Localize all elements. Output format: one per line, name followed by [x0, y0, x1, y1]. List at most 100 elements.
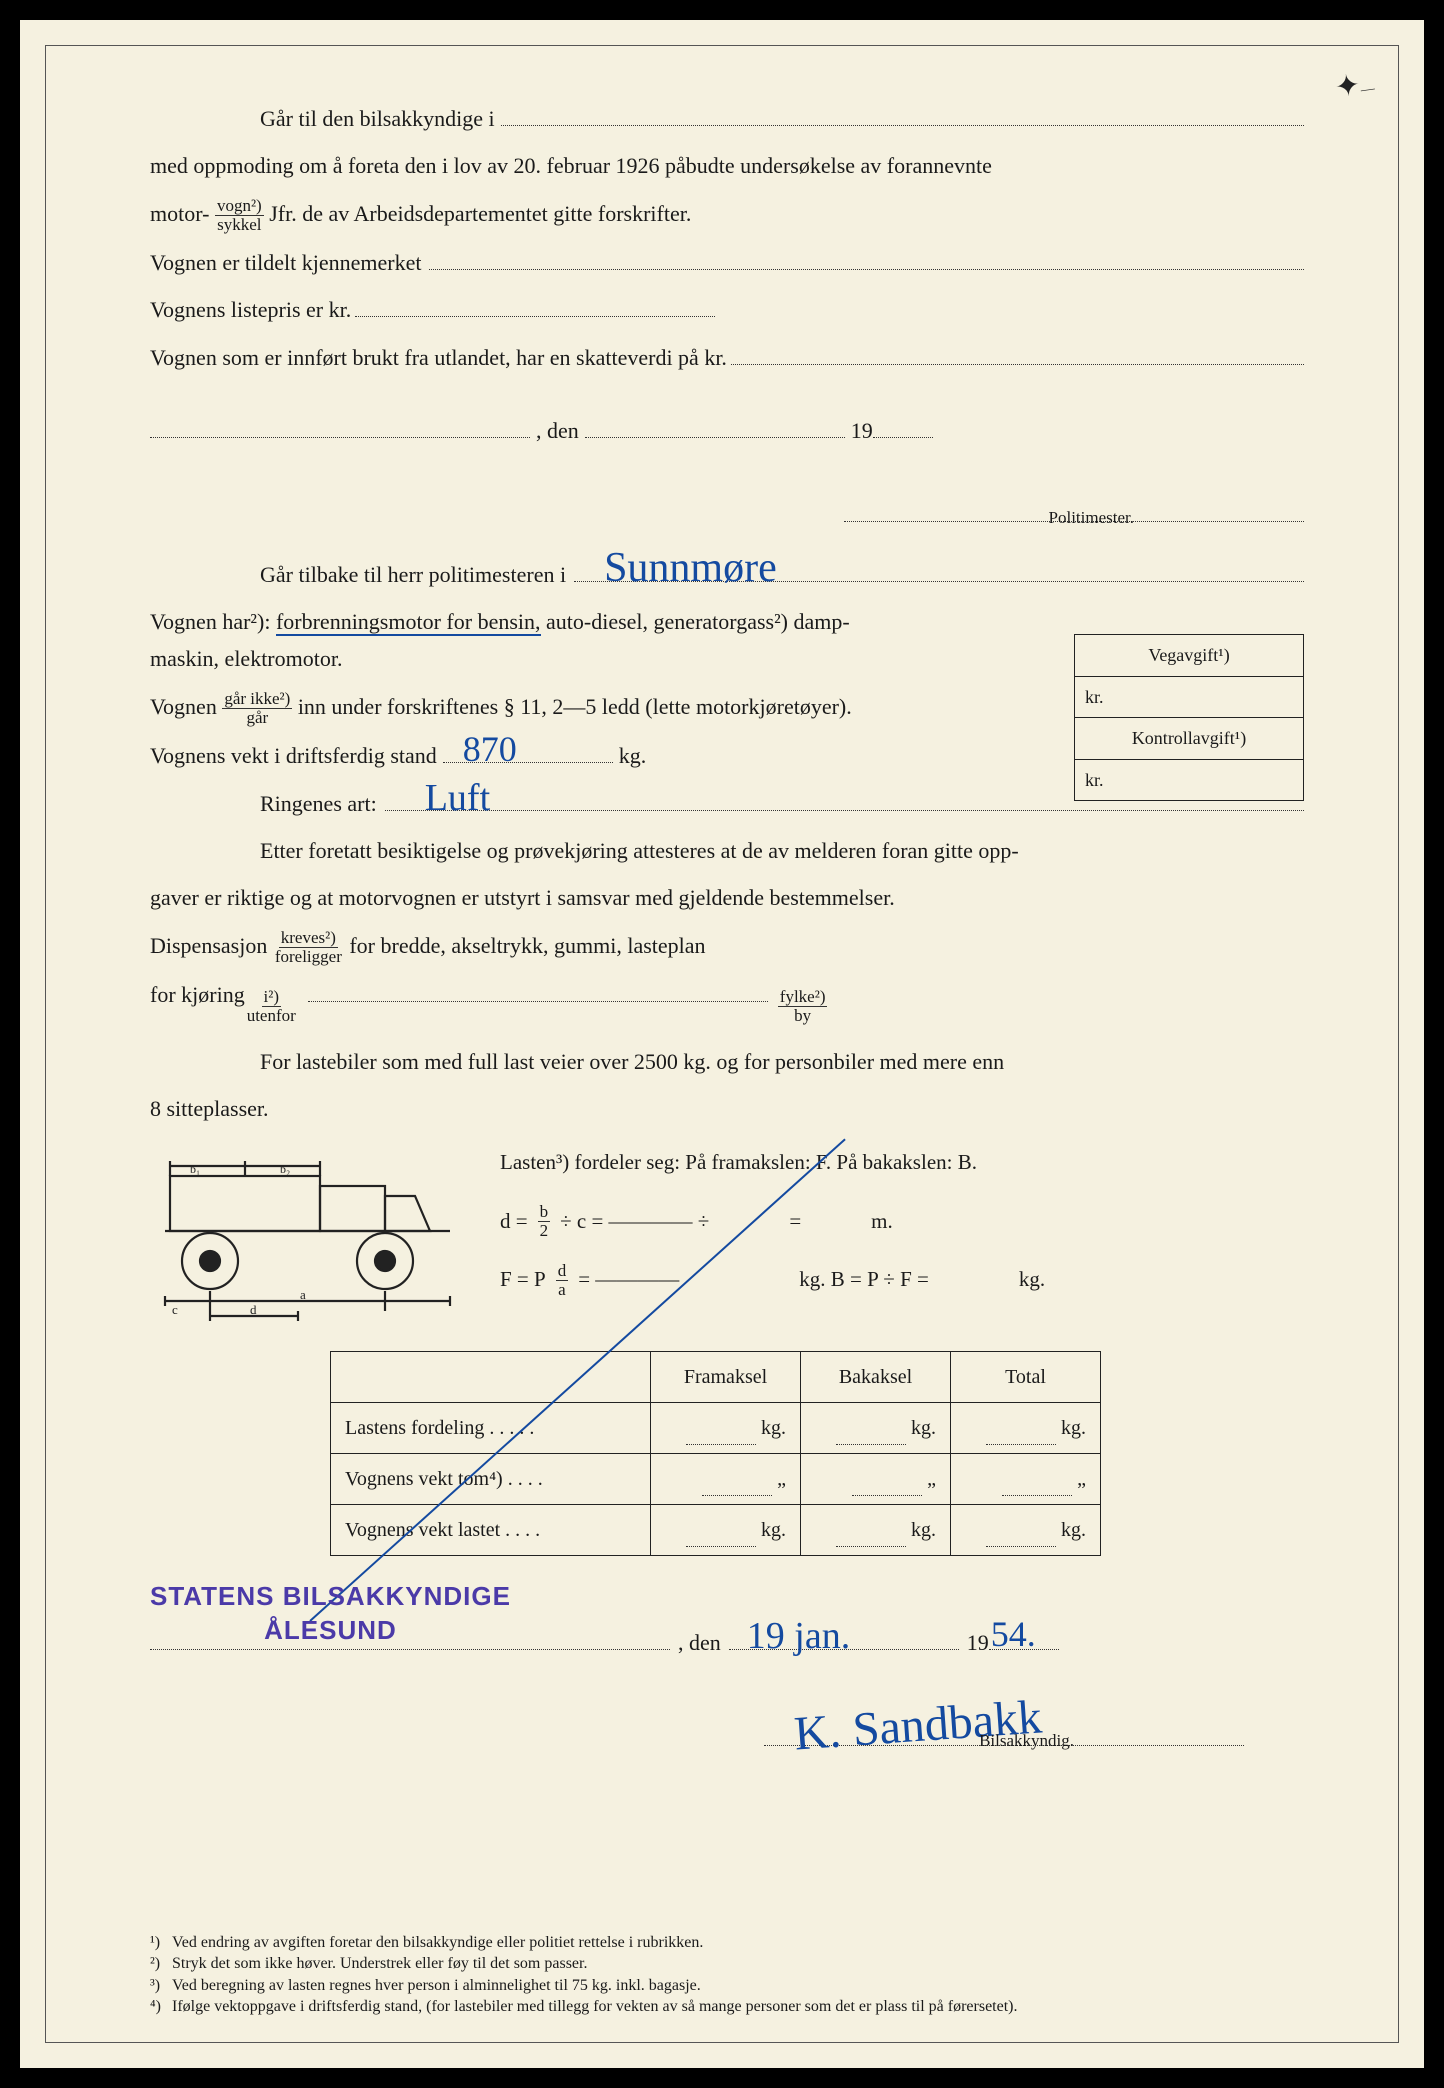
- frac-num: går ikke²): [222, 690, 292, 709]
- line-engine: Vognen har²): forbrenningsmotor for bens…: [150, 603, 910, 678]
- label-politimester: Politimester.: [1049, 504, 1134, 533]
- text: Vognens listepris er kr.: [150, 291, 351, 328]
- unit: kg.: [911, 1417, 936, 1439]
- formula-f: F = P da = ———— kg. B = P ÷ F = kg.: [500, 1262, 1304, 1299]
- field-year[interactable]: [873, 414, 933, 438]
- fraction-disp: kreves²) foreligger: [273, 929, 344, 966]
- weight-table: Framaksel Bakaksel Total Lastens fordeli…: [330, 1351, 1101, 1556]
- th-fram: Framaksel: [651, 1352, 801, 1403]
- field-sig-year[interactable]: 54.: [989, 1626, 1059, 1650]
- fn4: Ifølge vektoppgave i driftsferdig stand,…: [172, 1996, 1018, 2018]
- row-fordeling: Lastens fordeling . . . . .: [331, 1403, 651, 1454]
- text: maskin, elektromotor.: [150, 646, 342, 671]
- field-sig-date[interactable]: 19 jan.: [729, 1626, 959, 1650]
- underlined-engine: forbrenningsmotor for bensin,: [276, 609, 541, 636]
- fraction-gaar: går ikke²) går: [222, 690, 292, 727]
- truck-section: b₁ b₂ d a c Lasten³) fordeler seg: På fr…: [150, 1141, 1304, 1331]
- line-motor: motor- vogn²) sykkel Jfr. de av Arbeidsd…: [150, 195, 1304, 234]
- line-inspector: Går til den bilsakkyndige i: [150, 100, 1304, 137]
- attest-1: Etter foretatt besiktigelse og prøvekjør…: [150, 832, 1304, 869]
- frac-den: utenfor: [245, 1007, 298, 1025]
- field-kontroll-kr[interactable]: kr.: [1075, 760, 1303, 801]
- formulas: Lasten³) fordeler seg: På framakslen: F.…: [500, 1141, 1304, 1331]
- document-page: ✦— Går til den bilsakkyndige i med oppmo…: [20, 20, 1424, 2068]
- fn3: Ved beregning av lasten regnes hver pers…: [172, 1975, 701, 1997]
- text: , den: [678, 1624, 721, 1661]
- text: for kjøring: [150, 976, 245, 1013]
- field-back-to-place[interactable]: Sunnmøre: [574, 557, 1304, 581]
- fn1: Ved endring av avgiften foretar den bils…: [172, 1932, 703, 1954]
- text: Går tilbake til herr politimesteren i: [260, 556, 566, 593]
- line-skatteverdi: Vognen som er innført brukt fra utlandet…: [150, 339, 1304, 376]
- text: 19: [851, 412, 873, 449]
- dist-header: Lasten³) fordeler seg: På framakslen: F.…: [500, 1145, 1304, 1181]
- text: Går til den bilsakkyndige i: [260, 100, 495, 137]
- text: Dispensasjon: [150, 933, 273, 958]
- text: Vognen har²):: [150, 609, 276, 634]
- svg-text:c: c: [172, 1302, 178, 1317]
- text: , den: [536, 412, 579, 449]
- ditto: „: [777, 1468, 786, 1490]
- svg-text:a: a: [300, 1287, 306, 1302]
- text: auto-diesel, generatorgass²) damp-: [541, 609, 850, 634]
- label-vegavgift: Vegavgift¹): [1075, 635, 1303, 677]
- label-bilsakkyndig: Bilsakkyndig.: [979, 1727, 1074, 1756]
- text: motor-: [150, 201, 209, 226]
- field-listepris[interactable]: [355, 293, 715, 317]
- frac-num: fylke²): [778, 988, 828, 1007]
- ditto: „: [1077, 1468, 1086, 1490]
- text: inn under forskriftenes § 11, 2—5 ledd (…: [298, 694, 852, 719]
- svg-text:b₂: b₂: [280, 1162, 290, 1176]
- field-day[interactable]: [585, 414, 845, 438]
- text: kg.: [619, 737, 647, 774]
- unit: kg.: [1061, 1417, 1086, 1439]
- text: 19: [967, 1624, 989, 1661]
- fraction-fylke: fylke²) by: [778, 988, 828, 1025]
- text: Vognen som er innført brukt fra utlandet…: [150, 339, 727, 376]
- fraction-vogn-sykkel: vogn²) sykkel: [215, 197, 264, 234]
- line-disp: Dispensasjon kreves²) foreligger for bre…: [150, 927, 1304, 966]
- fn2: Stryk det som ikke høver. Understrek ell…: [172, 1953, 587, 1975]
- line-kjennemerke: Vognen er tildelt kjennemerket: [150, 244, 1304, 281]
- footnotes: ¹)Ved endring av avgiften foretar den bi…: [150, 1932, 1304, 2018]
- handwritten-place: Sunnmøre: [604, 533, 777, 604]
- ink-blot: ✦—: [1332, 58, 1378, 114]
- field-region[interactable]: [308, 978, 768, 1002]
- row-tom: Vognens vekt tom⁴) . . . .: [331, 1454, 651, 1505]
- frac-den: by: [792, 1007, 813, 1025]
- field-skatteverdi[interactable]: [731, 341, 1304, 365]
- field-kjennemerke[interactable]: [429, 246, 1304, 270]
- unit: kg.: [761, 1519, 786, 1541]
- unit: kg.: [1061, 1519, 1086, 1541]
- svg-text:b₁: b₁: [190, 1162, 200, 1176]
- field-place[interactable]: [150, 414, 530, 438]
- frac-num: i²): [262, 988, 281, 1007]
- handwritten-date: 19 jan.: [747, 1604, 850, 1669]
- text: Jfr. de av Arbeidsdepartementet gitte fo…: [269, 201, 691, 226]
- handwritten-year: 54.: [991, 1604, 1036, 1665]
- line-request: med oppmoding om å foreta den i lov av 2…: [150, 147, 1304, 184]
- frac-num: vogn²): [215, 197, 264, 216]
- label-kontroll: Kontrollavgift¹): [1075, 718, 1303, 760]
- line-listepris: Vognens listepris er kr.: [150, 291, 1304, 328]
- text: Vognen er tildelt kjennemerket: [150, 244, 421, 281]
- line-para11: Vognen går ikke²) går inn under forskrif…: [150, 688, 910, 727]
- field-vegavgift-kr[interactable]: kr.: [1075, 677, 1303, 719]
- field-weight[interactable]: 870: [443, 739, 613, 763]
- frac-den: foreligger: [273, 948, 344, 966]
- th-bak: Bakaksel: [801, 1352, 951, 1403]
- svg-text:d: d: [250, 1302, 257, 1317]
- frac-den: går: [244, 709, 270, 727]
- fee-box: Vegavgift¹) kr. Kontrollavgift¹) kr.: [1074, 634, 1304, 801]
- frac-den: sykkel: [215, 216, 263, 234]
- frac-num: kreves²): [279, 929, 338, 948]
- handwritten-rings: Luft: [425, 766, 490, 831]
- field-inspector[interactable]: [501, 102, 1304, 126]
- text: for bredde, akseltrykk, gummi, lasteplan: [349, 933, 705, 958]
- field-sig-place[interactable]: [150, 1626, 670, 1650]
- stamp-line1: STATENS BILSAKKYNDIGE: [150, 1580, 511, 1614]
- ditto: „: [927, 1468, 936, 1490]
- row-lastet: Vognens vekt lastet . . . .: [331, 1505, 651, 1556]
- attest-2: gaver er riktige og at motorvognen er ut…: [150, 879, 1304, 916]
- lorry-intro-1: For lastebiler som med full last veier o…: [150, 1043, 1304, 1080]
